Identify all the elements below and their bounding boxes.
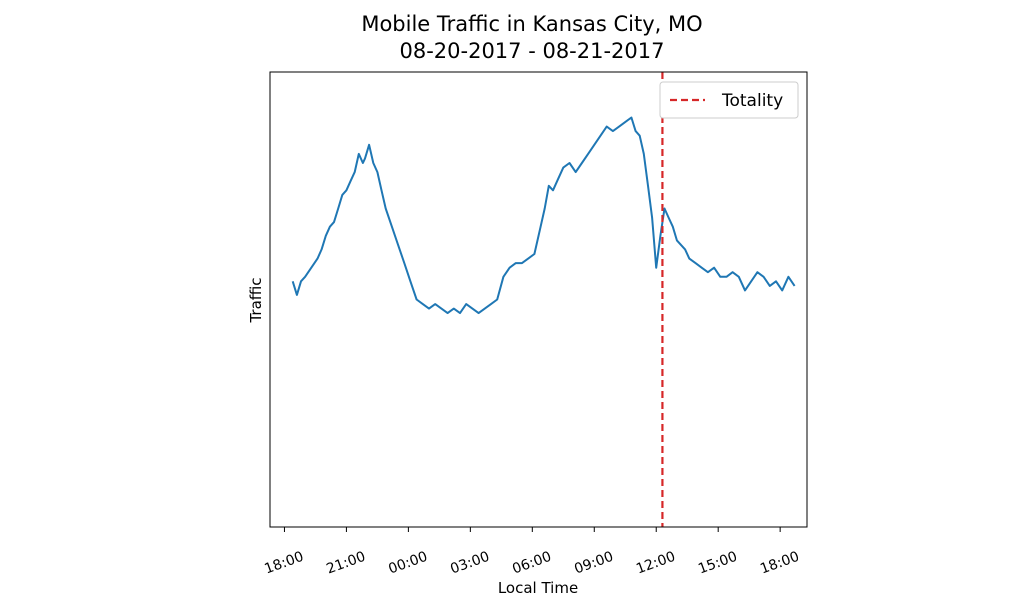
x-tick-label: 21:00 — [324, 549, 367, 578]
legend-box — [659, 81, 799, 119]
x-tick-label: 00:00 — [386, 549, 429, 578]
x-tick-label: 15:00 — [696, 549, 739, 578]
x-tick-label: 18:00 — [262, 549, 305, 578]
x-axis-label: Local Time — [498, 579, 578, 597]
x-tick-label: 09:00 — [572, 549, 615, 578]
x-axis-ticks: 18:00 21:00 00:00 03:00 06:00 09:00 12:00 15:00… — [262, 527, 802, 578]
chart-title-line-2: 08-20-2017 - 08-21-2017 — [399, 39, 664, 63]
x-tick-label: 03:00 — [448, 549, 491, 578]
axes-frame — [269, 71, 808, 528]
x-tick-label: 18:00 — [758, 549, 801, 578]
traffic-series-line — [291, 116, 796, 315]
legend-totality-label: Totality — [721, 91, 783, 111]
y-axis-label: Traffic — [247, 277, 265, 323]
chart-title-line-1: Mobile Traffic in Kansas City, MO — [361, 12, 702, 36]
legend: Totality — [659, 81, 799, 119]
x-tick-label: 06:00 — [510, 549, 553, 578]
plot-area — [291, 72, 796, 527]
x-tick-label: 12:00 — [634, 549, 677, 578]
